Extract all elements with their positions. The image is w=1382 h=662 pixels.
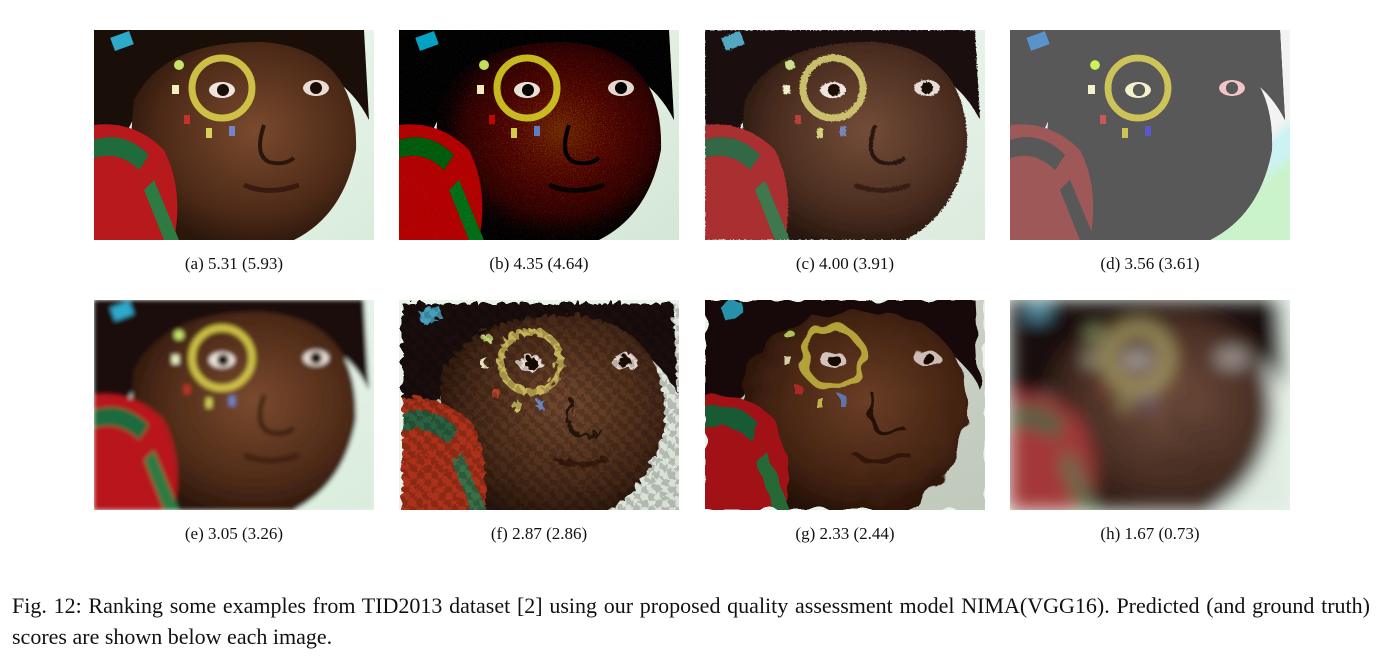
ground-truth-score: (3.26)	[242, 524, 284, 543]
ground-truth-score: (2.86)	[546, 524, 588, 543]
image-d	[1010, 30, 1290, 240]
predicted-score: 3.56	[1124, 254, 1155, 273]
panel-f: (f) 2.87 (2.86)	[399, 300, 679, 543]
image-b	[399, 30, 679, 240]
subcaption-label: (h)	[1100, 524, 1121, 543]
subcaption-label: (g)	[795, 524, 816, 543]
ground-truth-score: (2.44)	[853, 524, 895, 543]
panel-b: (b) 4.35 (4.64)	[399, 30, 679, 273]
subcaption-label: (d)	[1100, 254, 1121, 273]
panel-g: (g) 2.33 (2.44)	[705, 300, 985, 543]
predicted-score: 2.33	[819, 524, 850, 543]
subcaption-label: (e)	[184, 524, 204, 543]
predicted-score: 5.31	[208, 254, 238, 273]
caption-line-2: Predicted (and ground truth) scores are …	[12, 593, 1370, 649]
panel-c: (c) 4.00 (3.91)	[705, 30, 985, 273]
image-f	[399, 300, 679, 510]
figure-caption: Fig. 12: Ranking some examples from TID2…	[12, 590, 1370, 652]
ground-truth-score: (3.61)	[1158, 254, 1200, 273]
panel-d: (d) 3.56 (3.61)	[1010, 30, 1290, 273]
figure-grid: (a) 5.31 (5.93)	[94, 30, 1290, 543]
subcaption-b: (b) 4.35 (4.64)	[399, 254, 679, 274]
predicted-score: 2.87	[512, 524, 542, 543]
panel-h: (h) 1.67 (0.73)	[1010, 300, 1290, 543]
ground-truth-score: (4.64)	[547, 254, 589, 273]
subcaption-c: (c) 4.00 (3.91)	[705, 254, 985, 274]
image-e	[94, 300, 374, 510]
subcaption-g: (g) 2.33 (2.44)	[705, 524, 985, 544]
subcaption-f: (f) 2.87 (2.86)	[399, 524, 679, 544]
panel-e: (e) 3.05 (3.26)	[94, 300, 374, 543]
predicted-score: 1.67	[1124, 524, 1155, 543]
predicted-score: 3.05	[208, 524, 238, 543]
subcaption-label: (b)	[489, 254, 510, 273]
subcaption-a: (a) 5.31 (5.93)	[94, 254, 374, 274]
subcaption-e: (e) 3.05 (3.26)	[94, 524, 374, 544]
image-a	[94, 30, 374, 240]
ground-truth-score: (5.93)	[242, 254, 284, 273]
image-g	[705, 300, 985, 510]
subcaption-label: (c)	[795, 254, 815, 273]
caption-line-1: Fig. 12: Ranking some examples from TID2…	[12, 593, 1110, 618]
ground-truth-score: (3.91)	[853, 254, 895, 273]
subcaption-h: (h) 1.67 (0.73)	[1010, 524, 1290, 544]
ground-truth-score: (0.73)	[1158, 524, 1200, 543]
image-c	[705, 30, 985, 240]
predicted-score: 4.00	[819, 254, 849, 273]
subcaption-label: (a)	[184, 254, 204, 273]
subcaption-label: (f)	[490, 524, 508, 543]
image-h	[1010, 300, 1290, 510]
predicted-score: 4.35	[513, 254, 544, 273]
panel-a: (a) 5.31 (5.93)	[94, 30, 374, 273]
subcaption-d: (d) 3.56 (3.61)	[1010, 254, 1290, 274]
